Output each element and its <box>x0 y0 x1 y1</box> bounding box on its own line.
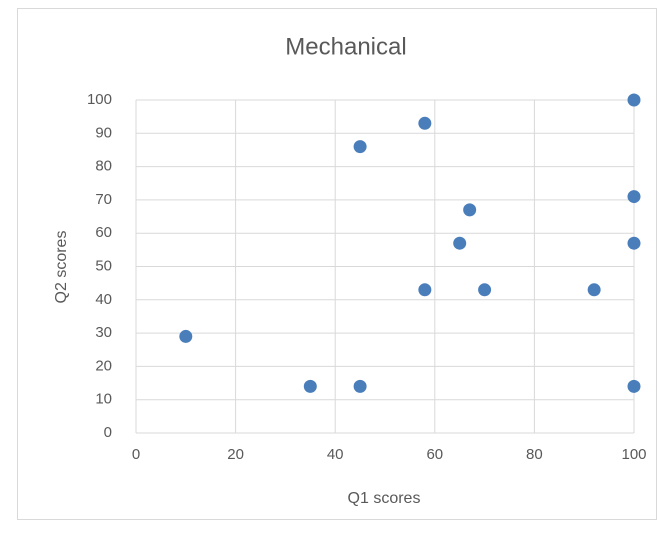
y-axis-label: Q2 scores <box>53 231 70 304</box>
y-tick-label: 0 <box>104 424 112 441</box>
point <box>453 236 467 250</box>
y-tick-label: 60 <box>95 224 112 241</box>
chart-border <box>17 8 657 520</box>
y-tick-label: 10 <box>95 391 112 408</box>
x-tick-label: 80 <box>526 446 543 463</box>
point <box>627 93 641 107</box>
x-tick-label: 0 <box>132 446 140 463</box>
chart-title: Mechanical <box>285 33 406 60</box>
x-tick-label: 20 <box>227 446 244 463</box>
y-tick-label: 50 <box>95 257 112 274</box>
point <box>627 190 641 204</box>
point <box>587 283 601 297</box>
point <box>303 379 317 393</box>
x-tick-label: 100 <box>621 446 646 463</box>
point <box>418 116 432 130</box>
y-tick-label: 100 <box>87 91 112 108</box>
y-tick-label: 20 <box>95 357 112 374</box>
y-tick-label: 80 <box>95 158 112 175</box>
point <box>463 203 477 217</box>
y-tick-label: 40 <box>95 291 112 308</box>
x-tick-label: 60 <box>426 446 443 463</box>
point <box>353 379 367 393</box>
point <box>627 236 641 250</box>
y-tick-label: 30 <box>95 324 112 341</box>
y-tick-label: 90 <box>95 124 112 141</box>
point <box>179 329 193 343</box>
point <box>353 140 367 154</box>
point <box>418 283 432 297</box>
x-axis-label: Q1 scores <box>348 490 421 507</box>
point <box>478 283 492 297</box>
x-tick-label: 40 <box>327 446 344 463</box>
y-tick-label: 70 <box>95 191 112 208</box>
point <box>627 379 641 393</box>
